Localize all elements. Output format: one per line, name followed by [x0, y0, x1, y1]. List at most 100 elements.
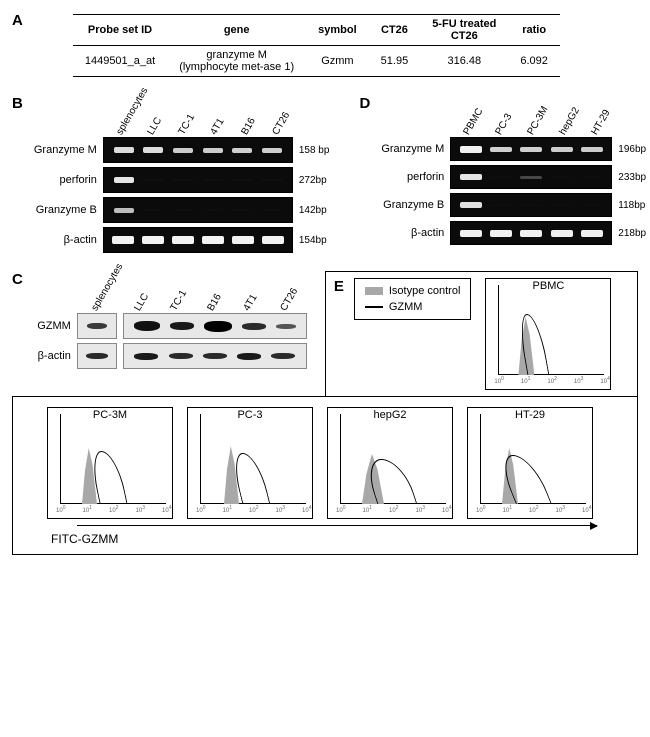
- flow-tick: 104: [582, 505, 591, 514]
- band: [172, 236, 194, 244]
- flow-row: PC-3M100101102103104PC-3100101102103104h…: [47, 407, 627, 519]
- tblA-cell: 1449501_a_at: [73, 46, 167, 77]
- flow-tick: 102: [109, 505, 118, 514]
- tblA-header: ratio: [508, 15, 560, 46]
- flow-tick: 101: [503, 505, 512, 514]
- tblA-cell: Gzmm: [306, 46, 369, 77]
- band: [460, 202, 482, 208]
- flow-plot: hepG2100101102103104: [327, 407, 453, 519]
- flow-tick: 100: [476, 505, 485, 514]
- flow-tick: 101: [521, 376, 530, 385]
- panel-e-lower: PC-3M100101102103104PC-3100101102103104h…: [12, 396, 638, 555]
- lane-label: LLC: [145, 116, 164, 137]
- flow-tick: 101: [83, 505, 92, 514]
- lane-label: PC-3: [494, 112, 515, 137]
- flow-tick: 102: [249, 505, 258, 514]
- flow-plot: PBMC100101102103104: [485, 278, 611, 390]
- wb-row: GZMM: [27, 313, 307, 339]
- tblA-cell: 51.95: [369, 46, 421, 77]
- gel-row-name: perforin: [374, 171, 450, 183]
- band: [112, 236, 134, 244]
- band: [173, 209, 193, 211]
- wb-band: [170, 322, 194, 330]
- wb-band: [134, 353, 158, 360]
- band: [114, 208, 134, 213]
- gel-row-name: perforin: [27, 174, 103, 186]
- flow-tick: 104: [162, 505, 171, 514]
- flow-pbmc: PBMC100101102103104: [485, 278, 611, 390]
- flow-tick: 103: [276, 505, 285, 514]
- panel-e-upper: E Isotype control GZMM PBMC1001011021031…: [325, 271, 638, 396]
- wb-image: [77, 343, 117, 369]
- gel-image: [103, 167, 293, 193]
- panel-a-label: A: [12, 12, 23, 29]
- flow-tick: 104: [600, 376, 609, 385]
- flow-tick: 101: [363, 505, 372, 514]
- gel-row: Granzyme M 158 bp: [27, 137, 330, 163]
- band: [114, 147, 134, 153]
- flow-plot: PC-3M100101102103104: [47, 407, 173, 519]
- band: [203, 148, 223, 153]
- band: [551, 204, 573, 206]
- flow-tick: 104: [442, 505, 451, 514]
- wb-band: [134, 321, 160, 331]
- legend-iso: Isotype control: [389, 285, 461, 297]
- tblA-header: CT26: [369, 15, 421, 46]
- flow-title: hepG2: [328, 408, 452, 423]
- flow-x-label: FITC-GZMM: [47, 528, 627, 546]
- bp-label: 233bp: [612, 172, 646, 183]
- bp-label: 118bp: [612, 200, 645, 211]
- band: [173, 148, 193, 153]
- flow-title: PC-3: [188, 408, 312, 423]
- gel-row-name: β-actin: [27, 234, 103, 246]
- bp-label: 158 bp: [293, 145, 330, 156]
- band: [202, 236, 224, 244]
- band: [142, 236, 164, 244]
- flow-tick: 100: [494, 376, 503, 385]
- flow-tick: 100: [196, 505, 205, 514]
- tblA-header: Probe set ID: [73, 15, 167, 46]
- band: [143, 209, 163, 211]
- band: [262, 236, 284, 244]
- panel-e-label: E: [334, 278, 344, 295]
- band: [232, 209, 252, 211]
- band: [520, 230, 542, 237]
- flow-tick: 100: [56, 505, 65, 514]
- panels-c-e: C splenocytesLLCTC-1B164T1CT26 GZMMβ-act…: [12, 271, 638, 396]
- gel-row-name: β-actin: [374, 227, 450, 239]
- lane-label: TC-1: [169, 288, 190, 313]
- legend-gzmm: GZMM: [389, 301, 423, 313]
- band: [232, 148, 252, 153]
- tblA-header: 5-FU treatedCT26: [420, 15, 508, 46]
- flow-plot: PC-3100101102103104: [187, 407, 313, 519]
- gel-image: [450, 193, 612, 217]
- gel-row-name: Granzyme M: [27, 144, 103, 156]
- band: [203, 209, 223, 211]
- wb-band: [86, 353, 108, 359]
- bp-label: 196bp: [612, 144, 646, 155]
- band: [173, 179, 193, 181]
- gel-row: β-actin154bp: [27, 227, 330, 253]
- flow-title: PC-3M: [48, 408, 172, 423]
- lane-label: hepG2: [558, 105, 583, 137]
- lane-label: LLC: [133, 292, 152, 313]
- lane-label: splenocytes: [89, 262, 125, 313]
- gel-image: [450, 165, 612, 189]
- lane-label: B16: [239, 116, 257, 137]
- band: [232, 179, 252, 181]
- panel-c-label: C: [12, 271, 23, 288]
- band: [581, 176, 603, 178]
- band: [460, 230, 482, 237]
- wb-image: [77, 313, 117, 339]
- band: [203, 179, 223, 181]
- band: [114, 177, 134, 183]
- band: [520, 204, 542, 206]
- wb-image: [123, 313, 307, 339]
- lane-label: PC-3M: [526, 105, 551, 137]
- panels-b-d: B splenocytesLLCTC-14T1B16CT26 Granzyme …: [12, 95, 638, 253]
- gel-row-name: Granzyme B: [374, 199, 450, 211]
- gel-row-name: Granzyme B: [27, 204, 103, 216]
- lane-label: 4T1: [242, 293, 260, 313]
- bp-label: 218bp: [612, 228, 646, 239]
- band: [581, 230, 603, 237]
